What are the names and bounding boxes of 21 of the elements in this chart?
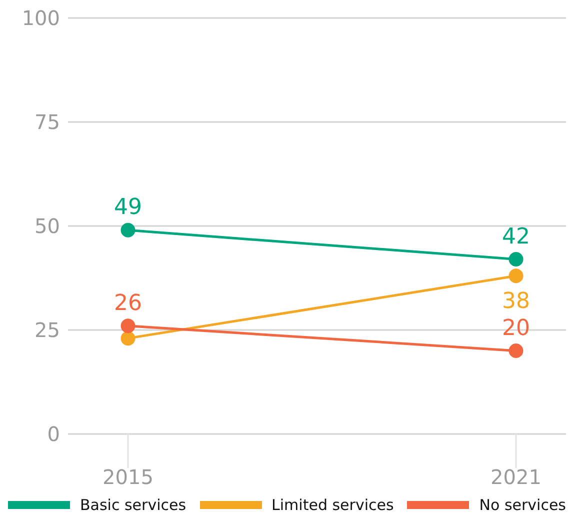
point bbox=[508, 344, 524, 358]
y-tick-label: 50 bbox=[34, 214, 60, 238]
data-label: 26 bbox=[114, 290, 142, 316]
point bbox=[120, 331, 136, 346]
legend-label: Basic services bbox=[80, 496, 186, 514]
y-tick-label: 100 bbox=[22, 6, 60, 30]
point bbox=[508, 268, 524, 284]
legend-label: No services bbox=[479, 496, 566, 514]
data-label: 49 bbox=[114, 195, 142, 220]
y-tick-label: 75 bbox=[34, 110, 60, 134]
data-label: 42 bbox=[502, 224, 530, 250]
data-label: 38 bbox=[502, 288, 530, 314]
y-tick-label: 25 bbox=[34, 318, 60, 342]
point bbox=[508, 252, 524, 267]
x-tick-label: 2021 bbox=[490, 465, 542, 490]
y-tick-label: 0 bbox=[47, 422, 60, 446]
point bbox=[120, 318, 136, 334]
legend-label: Limited services bbox=[272, 496, 394, 514]
data-label: 20 bbox=[502, 316, 530, 341]
x-tick-label: 2015 bbox=[102, 465, 154, 490]
point bbox=[120, 222, 136, 238]
